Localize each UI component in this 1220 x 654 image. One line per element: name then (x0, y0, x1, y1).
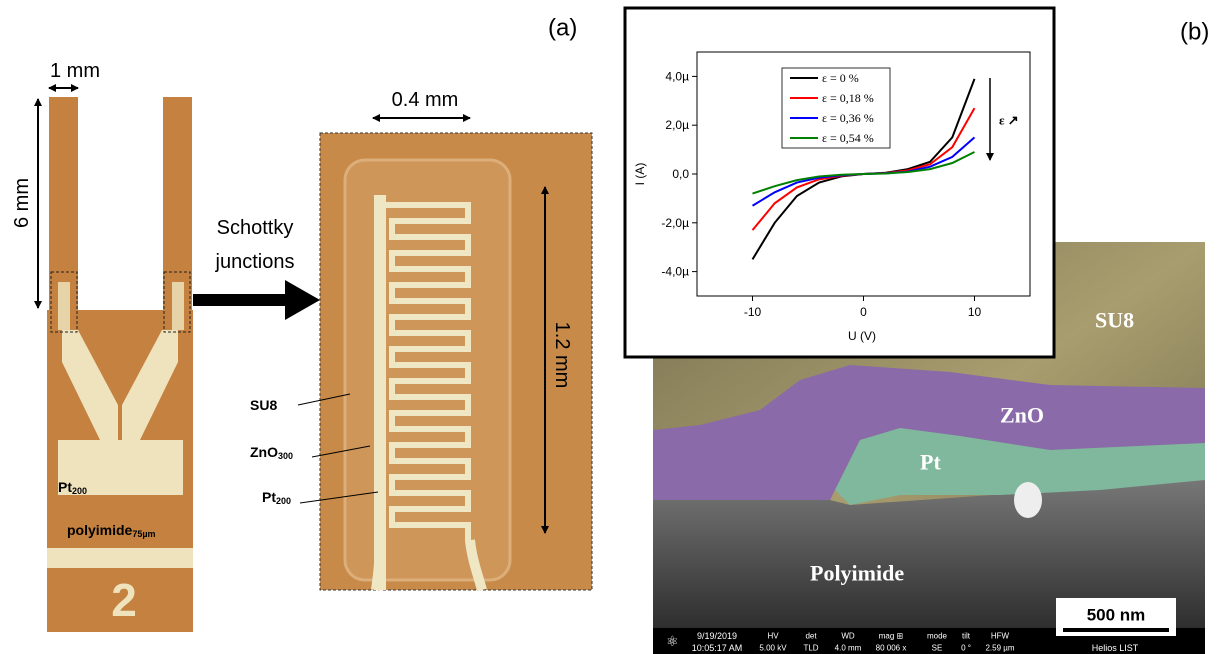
label-sub: 75µm (132, 529, 155, 539)
layer-label: SU8 (1095, 308, 1134, 333)
info-field-value: 2.59 µm (985, 644, 1014, 653)
zoom-layer-label: ZnO300 (250, 444, 293, 461)
info-field-name: WD (841, 632, 855, 641)
zoom-layer-label: SU8 (250, 397, 277, 413)
info-field-value: 4.0 mm (835, 644, 862, 653)
annotation: ε ↗ (999, 113, 1019, 128)
inset-frame (625, 8, 1054, 357)
info-field-name: mode (927, 632, 948, 641)
info-field-name: HFW (991, 632, 1010, 641)
x-axis-label: U (V) (848, 329, 876, 343)
info-field-name: mag ⊞ (879, 632, 904, 641)
info-field-value: SE (932, 644, 943, 653)
x-tick-label: 10 (968, 305, 982, 319)
info-field-value: 0 ° (961, 644, 971, 653)
layer-label: Polyimide (810, 561, 904, 586)
y-tick-label: 0,0 (672, 167, 689, 181)
x-tick-label: -10 (744, 305, 762, 319)
y-tick-label: 4,0µ (665, 69, 689, 83)
label-sub: 200 (276, 496, 291, 506)
zoom-arrow-head (285, 280, 320, 320)
label-main: Pt (58, 479, 72, 495)
layer-label: Pt (920, 450, 941, 475)
length-label: 6 mm (11, 178, 33, 228)
panel-label: (b) (1180, 19, 1209, 46)
info-time: 10:05:17 AM (692, 643, 743, 653)
label-main: polyimide (67, 522, 133, 538)
info-field-name: tilt (962, 632, 971, 641)
arrow-label: junctions (215, 251, 295, 273)
x-tick-label: 0 (860, 305, 867, 319)
label-sub: 200 (72, 486, 87, 496)
panel-label: (a) (548, 15, 577, 42)
label-main: ZnO (250, 444, 278, 460)
label-main: Pt (262, 489, 276, 505)
info-field-value: 5.00 kV (759, 644, 787, 653)
layer-label: ZnO (1000, 403, 1044, 428)
y-tick-label: 2,0µ (665, 118, 689, 132)
width-label: 1 mm (50, 60, 100, 82)
info-field-name: det (805, 632, 817, 641)
info-field-name: HV (767, 632, 779, 641)
sample-photo (47, 97, 193, 632)
legend-label: ε = 0,18 % (822, 91, 874, 105)
info-instrument: Helios LIST (1092, 643, 1139, 653)
legend-label: ε = 0 % (822, 71, 859, 85)
label-main: SU8 (250, 397, 277, 413)
figure: 2 Pt200 polyimide75µm 1 mm 6 mm Schottky… (0, 0, 1220, 654)
zoom-width-label: 0.4 mm (392, 89, 459, 111)
zoom-layer-label: Pt200 (262, 489, 291, 506)
label-sub: 300 (278, 451, 293, 461)
info-date: 9/19/2019 (697, 631, 737, 641)
legend-label: ε = 0,54 % (822, 131, 874, 145)
legend-label: ε = 0,36 % (822, 111, 874, 125)
svg-text:⚛: ⚛ (666, 633, 679, 649)
y-tick-label: -2,0µ (661, 216, 689, 230)
y-axis-label: I (A) (633, 163, 647, 186)
zoom-length-label: 1.2 mm (551, 322, 573, 389)
arrow-label: Schottky (217, 217, 294, 239)
scale-bar-label: 500 nm (1087, 606, 1146, 625)
info-field-value: 80 006 x (876, 644, 907, 653)
sample-number: 2 (111, 574, 137, 626)
y-tick-label: -4,0µ (661, 265, 689, 279)
info-field-value: TLD (803, 644, 818, 653)
